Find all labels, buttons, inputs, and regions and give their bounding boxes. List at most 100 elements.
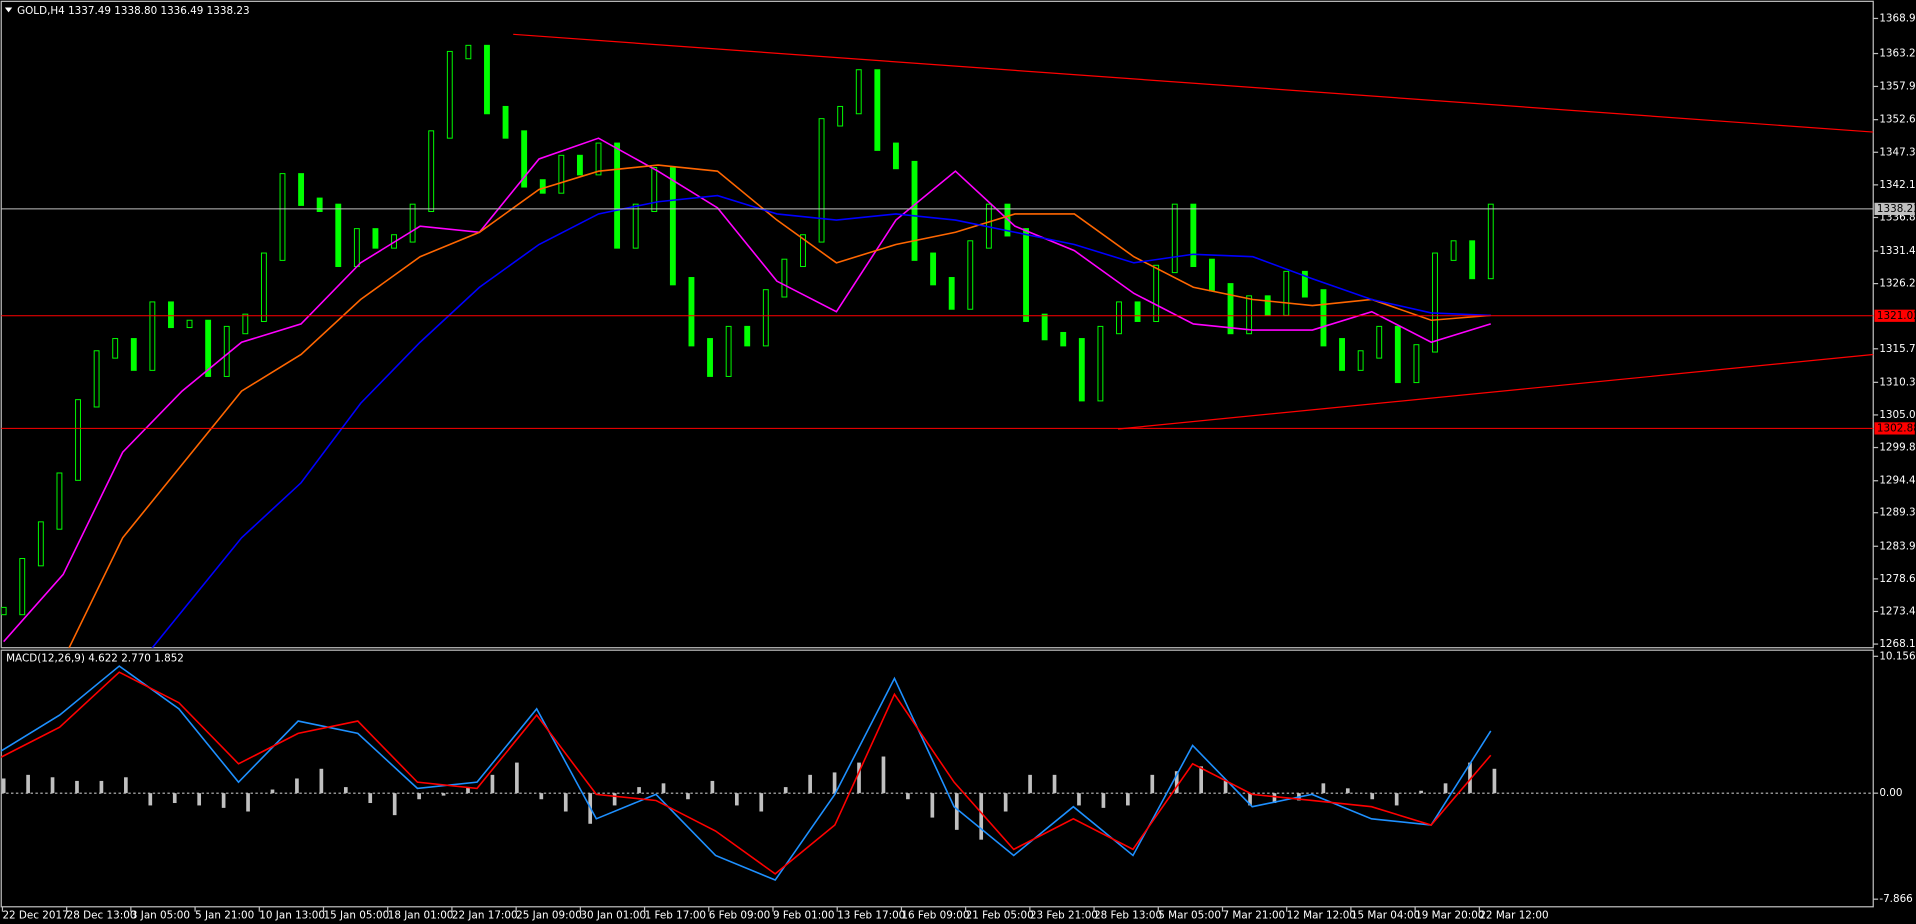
histogram-bar xyxy=(1101,793,1106,808)
candle xyxy=(614,142,621,249)
histogram-bar xyxy=(1,778,6,794)
indicator-line xyxy=(151,194,1491,648)
y-tick-label: 1347.35 xyxy=(1879,146,1916,158)
histogram-bar xyxy=(563,793,568,812)
candle xyxy=(1413,344,1420,384)
y-tick-label: 1278.65 xyxy=(1879,573,1916,585)
indicator-line xyxy=(1,665,1492,882)
price-label: 1321.02 xyxy=(1877,310,1916,322)
candle xyxy=(316,197,323,212)
candle xyxy=(762,289,769,347)
histogram-bar xyxy=(343,787,348,794)
histogram-bar xyxy=(99,780,104,794)
x-tick-label: 22 Dec 2017 xyxy=(2,909,68,921)
candle xyxy=(1339,338,1345,371)
histogram-bar xyxy=(881,756,886,794)
histogram-bar xyxy=(172,793,177,804)
histogram-bar xyxy=(319,768,324,794)
candle xyxy=(75,399,81,481)
histogram-bar xyxy=(197,793,202,806)
histogram-bar xyxy=(490,774,495,794)
histogram-bar xyxy=(1028,774,1032,794)
histogram-bar xyxy=(1174,771,1179,794)
candle xyxy=(1153,264,1160,322)
y-tick-label: 1310.30 xyxy=(1879,376,1916,388)
candle xyxy=(1227,283,1234,335)
candle xyxy=(1078,338,1085,402)
histogram-bar xyxy=(1199,766,1203,794)
candle xyxy=(1301,270,1308,298)
histogram-bar xyxy=(270,789,275,794)
x-tick-label: 23 Feb 21:00 xyxy=(1030,909,1098,921)
candle xyxy=(112,338,119,359)
price-label-box xyxy=(1874,309,1915,322)
candle xyxy=(1134,301,1141,322)
histogram-bar xyxy=(1150,774,1155,794)
histogram-bar xyxy=(1052,774,1057,794)
x-tick-label: 13 Feb 17:00 xyxy=(837,909,905,921)
candle xyxy=(1320,289,1327,347)
x-tick-label: 18 Jan 01:00 xyxy=(388,909,454,921)
indicator-line xyxy=(1,671,1492,875)
candle xyxy=(428,130,435,212)
histogram-bar xyxy=(1126,793,1130,806)
histogram-bar xyxy=(783,787,788,794)
histogram-bar xyxy=(1370,793,1375,800)
histogram-bar xyxy=(1223,780,1228,794)
histogram-bar xyxy=(1492,768,1497,794)
candle xyxy=(874,69,881,151)
price-label-box xyxy=(1874,202,1915,216)
histogram-bar xyxy=(75,780,79,794)
x-tick-label: 28 Dec 13:00 xyxy=(67,909,137,921)
candle xyxy=(930,252,937,286)
indicator-line xyxy=(3,137,1491,643)
histogram-bar xyxy=(441,793,446,796)
x-tick-label: 16 Feb 09:00 xyxy=(901,909,969,921)
candle xyxy=(149,301,156,371)
x-tick-label: 15 Jan 05:00 xyxy=(324,909,390,921)
plot-area xyxy=(1,665,1497,882)
candle xyxy=(1023,228,1029,322)
y-tick-label: 1368.90 xyxy=(1879,12,1916,24)
menu-arrow[interactable] xyxy=(4,7,13,13)
main-frame xyxy=(0,0,1874,649)
x-tick-label: 5 Mar 05:00 xyxy=(1158,909,1221,921)
histogram-bar xyxy=(832,772,837,794)
candle xyxy=(242,313,249,335)
y-tick-label: -7.866 xyxy=(1879,893,1912,905)
x-tick-label: 15 Mar 04:00 xyxy=(1351,909,1420,921)
candle xyxy=(446,50,453,139)
price-label: 1338.23 xyxy=(1877,203,1916,215)
histogram-bar xyxy=(417,793,421,800)
histogram-bar xyxy=(246,793,250,812)
y-tick-label: 1342.10 xyxy=(1879,179,1916,191)
histogram-bar xyxy=(612,793,617,806)
y-tick-label: 1273.40 xyxy=(1879,605,1916,617)
candle xyxy=(1097,325,1104,402)
candle xyxy=(1171,203,1178,274)
candle xyxy=(168,301,174,329)
y-tick-label: 1326.20 xyxy=(1879,278,1916,290)
x-tick-label: 21 Feb 05:00 xyxy=(966,909,1034,921)
candle xyxy=(484,44,490,115)
candle xyxy=(688,277,695,347)
histogram-bar xyxy=(1443,783,1448,794)
x-tick-label: 5 Jan 21:00 xyxy=(195,909,254,921)
candle xyxy=(93,350,100,408)
trend-line-upper xyxy=(513,33,1874,133)
histogram-bar xyxy=(1468,762,1472,794)
candle xyxy=(279,173,286,261)
candle xyxy=(911,160,918,261)
x-tick-label: 3 Jan 05:00 xyxy=(131,909,190,921)
y-tick-label: 0.00 xyxy=(1879,787,1902,799)
histogram-bar xyxy=(1248,793,1252,806)
candle xyxy=(1376,325,1383,359)
symbol-header: GOLD,H4 1337.49 1338.80 1336.49 1338.23 xyxy=(17,5,249,17)
histogram-bar xyxy=(221,793,226,808)
x-tick-label: 7 Mar 21:00 xyxy=(1222,909,1285,921)
candle xyxy=(818,118,825,243)
candle xyxy=(558,154,565,194)
histogram-bar xyxy=(26,774,30,794)
candle xyxy=(186,319,193,329)
